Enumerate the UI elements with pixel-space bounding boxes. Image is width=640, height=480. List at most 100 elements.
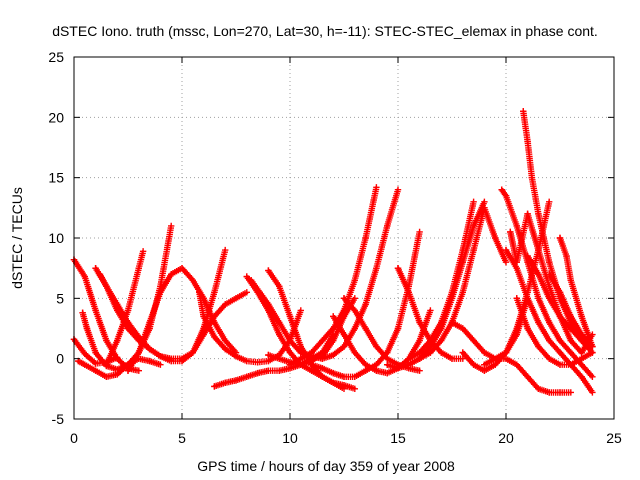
data-point — [567, 361, 574, 368]
series-6 — [103, 248, 147, 368]
y-tick-label: 25 — [48, 49, 64, 65]
data-point — [470, 246, 477, 254]
data-point — [567, 325, 574, 332]
data-point — [254, 359, 261, 366]
data-point — [286, 313, 294, 320]
y-tick-label: -5 — [52, 411, 65, 427]
data-point — [114, 366, 121, 373]
data-point — [405, 289, 412, 296]
data-point — [470, 337, 477, 344]
data-point — [276, 367, 283, 374]
data-point — [351, 373, 358, 380]
data-point — [222, 379, 229, 386]
data-point — [330, 313, 337, 320]
data-point — [459, 246, 466, 254]
data-point — [384, 369, 391, 377]
data-point — [211, 289, 218, 296]
data-point — [405, 355, 412, 362]
data-point — [232, 353, 240, 360]
data-point — [502, 246, 510, 254]
data-point — [254, 369, 261, 377]
series-trail — [297, 188, 401, 362]
data-point — [373, 361, 380, 368]
data-point — [535, 295, 542, 302]
data-point — [448, 289, 456, 296]
data-point — [556, 361, 564, 368]
data-point — [340, 295, 348, 302]
data-point — [340, 343, 348, 350]
data-point — [362, 325, 369, 332]
data-point — [524, 325, 531, 332]
data-point — [81, 273, 88, 280]
data-point — [578, 355, 585, 362]
data-point — [330, 351, 337, 359]
data-point — [247, 277, 255, 284]
data-point — [135, 333, 142, 341]
x-tick-label: 0 — [70, 430, 78, 446]
data-point — [589, 349, 596, 356]
data-point — [189, 277, 196, 284]
data-point — [373, 343, 380, 350]
data-point — [535, 246, 542, 254]
data-point — [416, 355, 423, 362]
data-point — [470, 222, 477, 230]
data-point — [96, 271, 104, 278]
data-point — [276, 355, 283, 362]
data-point — [265, 367, 272, 374]
data-point — [578, 373, 585, 380]
data-point — [319, 337, 326, 344]
data-point — [459, 325, 466, 332]
data-point — [470, 361, 477, 368]
data-point — [114, 354, 121, 361]
series-33 — [546, 271, 596, 350]
series-25 — [481, 355, 574, 396]
series-29 — [513, 295, 596, 368]
data-point — [319, 365, 326, 372]
data-point — [256, 289, 263, 296]
data-point — [92, 367, 99, 374]
y-tick-label: 20 — [48, 109, 64, 125]
data-point — [567, 389, 574, 396]
data-point — [189, 349, 196, 356]
data-point — [481, 367, 488, 374]
data-point — [340, 382, 348, 389]
data-point — [265, 357, 272, 365]
data-point — [492, 355, 499, 362]
data-point — [265, 301, 272, 308]
data-point — [589, 389, 596, 396]
data-point — [567, 349, 574, 356]
data-point — [114, 337, 121, 344]
data-point — [178, 357, 186, 365]
axis-ticks: 0 5 10 15 20 25 -5 0 5 10 15 20 25 — [48, 49, 622, 446]
data-point — [384, 222, 391, 230]
data-point — [308, 361, 315, 368]
data-point — [340, 331, 348, 338]
data-point — [459, 349, 466, 356]
data-point — [546, 355, 553, 362]
data-point — [520, 108, 527, 115]
data-point — [265, 351, 272, 359]
data-point — [524, 210, 531, 218]
data-point — [384, 361, 391, 368]
data-point — [546, 319, 553, 326]
data-point — [438, 319, 445, 326]
data-point — [481, 204, 488, 212]
data-point — [146, 319, 153, 326]
data-point — [394, 264, 402, 272]
data-point — [146, 357, 153, 365]
y-tick-label: 5 — [56, 290, 64, 306]
data-point — [578, 361, 585, 368]
data-point — [416, 349, 423, 356]
data-point — [211, 383, 218, 390]
data-point — [427, 337, 434, 344]
data-point — [276, 319, 283, 326]
data-point — [373, 184, 380, 191]
data-point — [373, 264, 380, 272]
data-point — [416, 228, 423, 236]
data-point — [319, 373, 326, 380]
data-point — [276, 331, 283, 338]
data-point — [546, 271, 553, 278]
data-point — [362, 361, 369, 368]
data-point — [578, 349, 585, 356]
data-point — [222, 301, 229, 308]
